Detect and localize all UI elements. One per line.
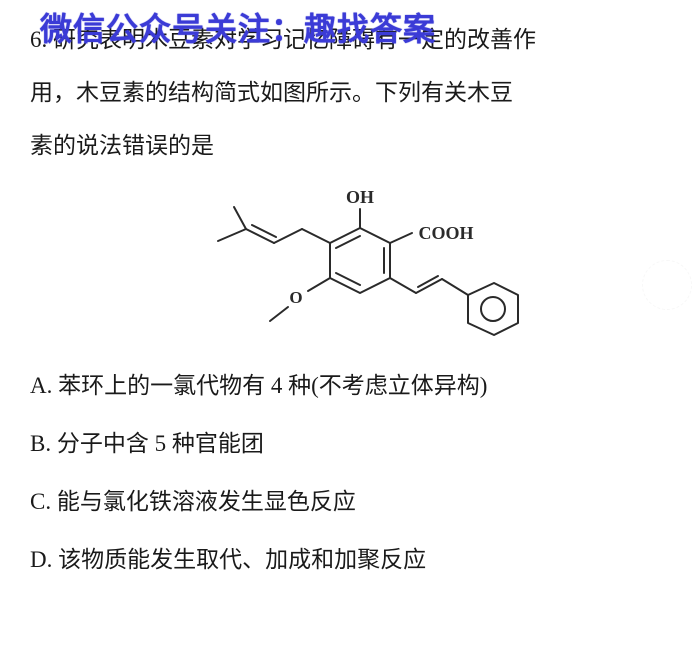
options-list: A. 苯环上的一氯代物有 4 种(不考虑立体异构) B. 分子中含 5 种官能团… (30, 370, 670, 577)
label-o: O (289, 288, 302, 307)
label-oh: OH (346, 187, 374, 207)
option-b: B. 分子中含 5 种官能团 (30, 428, 670, 460)
option-d: D. 该物质能发生取代、加成和加聚反应 (30, 544, 670, 576)
molecule-figure: OH COOH O (30, 181, 670, 356)
molecule-svg: OH COOH O (180, 181, 520, 351)
question-block: 6. 研究表明木豆素对学习记忆障碍有一定的改善作 用，木豆素的结构简式如图所示。… (0, 0, 700, 586)
watermark-overlay: 微信公众号关注：趣找答案 (40, 4, 436, 50)
option-c: C. 能与氯化铁溶液发生显色反应 (30, 486, 670, 518)
label-cooh: COOH (418, 223, 473, 243)
stem-line-2: 用，木豆素的结构简式如图所示。下列有关木豆 (30, 80, 513, 105)
stem-line-3: 素的说法错误的是 (30, 133, 214, 158)
paper-smudge (642, 260, 692, 310)
option-a: A. 苯环上的一氯代物有 4 种(不考虑立体异构) (30, 370, 670, 402)
